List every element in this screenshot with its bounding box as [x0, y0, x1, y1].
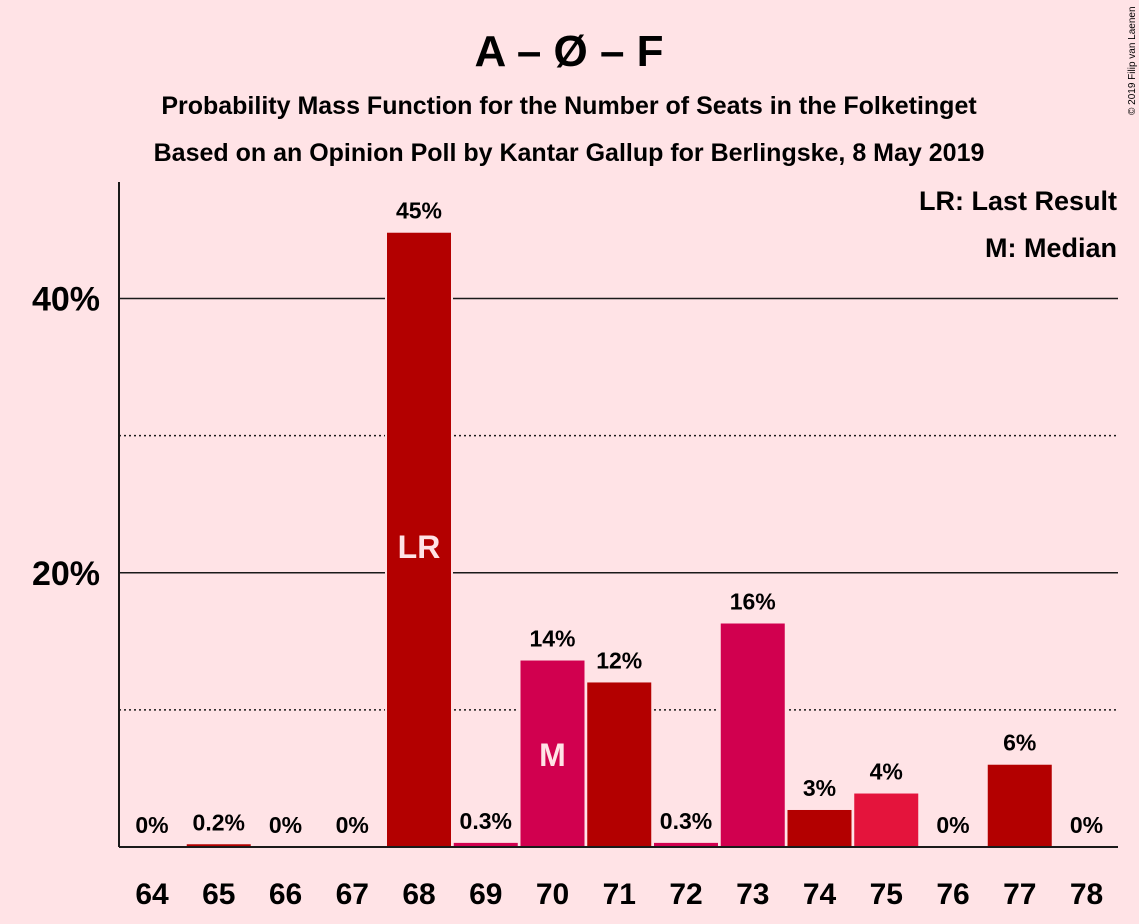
chart-title: A – Ø – F	[474, 27, 663, 76]
data-label-67: 0%	[336, 812, 369, 838]
bar-73	[720, 623, 785, 847]
bar-69	[453, 842, 518, 847]
x-tick-68: 68	[402, 878, 435, 911]
bar-75	[854, 793, 919, 847]
data-label-70: 14%	[529, 626, 575, 652]
bars-group	[184, 230, 1054, 848]
x-tick-74: 74	[803, 878, 837, 911]
legend-entry: M: Median	[985, 233, 1117, 263]
chart-subtitle-line-2: Based on an Opinion Poll by Kantar Gallu…	[154, 139, 985, 167]
data-labels-group: 0% 0.2% 0% 0% 45% 0.3% 14% 12% 0.3% 16% 3% 4% 0% 6% 0%…	[135, 198, 1103, 838]
marker-lr: LR	[398, 529, 441, 565]
data-label-69: 0.3%	[460, 808, 512, 834]
x-tick-64: 64	[135, 878, 169, 911]
x-tick-67: 67	[336, 878, 369, 911]
data-label-77: 6%	[1003, 730, 1036, 756]
x-tick-76: 76	[936, 878, 969, 911]
x-tick-77: 77	[1003, 878, 1036, 911]
x-tick-65: 65	[202, 878, 235, 911]
gridlines	[119, 297, 1118, 711]
x-tick-69: 69	[469, 878, 502, 911]
bar-74	[787, 809, 852, 847]
marker-m: M	[539, 737, 566, 773]
bar-72	[654, 842, 718, 847]
data-label-76: 0%	[936, 812, 969, 838]
data-label-65: 0.2%	[193, 809, 245, 835]
data-label-78: 0%	[1070, 812, 1103, 838]
bar-70	[520, 660, 585, 847]
data-label-68: 45%	[396, 198, 442, 224]
bar-77	[987, 764, 1052, 847]
data-label-64: 0%	[135, 812, 168, 838]
bar-68	[387, 232, 451, 848]
x-tick-78: 78	[1070, 878, 1103, 911]
bar-71	[587, 682, 652, 847]
bar-65	[186, 844, 251, 847]
x-tick-71: 71	[603, 878, 636, 911]
y-tick-labels: 20% 40%	[32, 281, 100, 593]
data-label-75: 4%	[870, 759, 903, 785]
y-tick-label: 20%	[32, 555, 100, 593]
chart-subtitle-line-1: Probability Mass Function for the Number…	[161, 92, 977, 120]
x-tick-73: 73	[736, 878, 769, 911]
data-label-74: 3%	[803, 775, 836, 801]
data-label-73: 16%	[730, 589, 776, 615]
y-tick-label: 40%	[32, 281, 100, 319]
legend: LR: Last Result M: Median	[919, 186, 1117, 263]
x-tick-75: 75	[870, 878, 903, 911]
x-tick-70: 70	[536, 878, 569, 911]
copyright-notice: © 2019 Filip van Laenen	[1127, 6, 1138, 115]
data-label-71: 12%	[596, 647, 642, 673]
x-tick-72: 72	[669, 878, 702, 911]
data-label-72: 0.3%	[660, 808, 712, 834]
data-label-66: 0%	[269, 812, 302, 838]
x-tick-labels: 64 65 66 67 68 69 70 71 72 73 74 75 76 77 78	[135, 878, 1103, 911]
legend-entry: LR: Last Result	[919, 186, 1117, 216]
x-tick-66: 66	[269, 878, 302, 911]
